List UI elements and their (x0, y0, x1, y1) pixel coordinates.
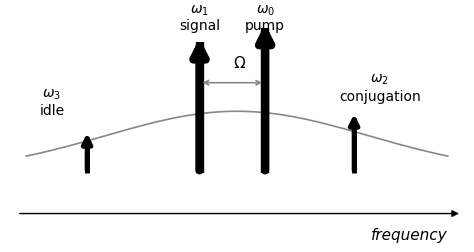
Text: $\Omega$: $\Omega$ (233, 55, 246, 71)
Text: $\omega_2$: $\omega_2$ (371, 73, 389, 87)
Text: $\omega_0$: $\omega_0$ (255, 4, 274, 18)
Text: $\omega_1$: $\omega_1$ (190, 4, 209, 18)
Text: conjugation: conjugation (339, 90, 421, 104)
Text: $\omega_3$: $\omega_3$ (43, 87, 62, 102)
Text: idle: idle (39, 104, 64, 118)
Text: frequency: frequency (371, 228, 448, 243)
Text: signal: signal (179, 19, 220, 33)
Text: pump: pump (245, 19, 285, 33)
